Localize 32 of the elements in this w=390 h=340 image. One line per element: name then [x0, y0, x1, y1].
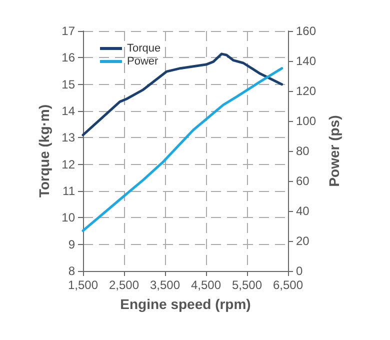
y-tick-label: 9	[68, 237, 76, 252]
y-tick-label: 12	[62, 157, 76, 172]
y2-tick-label: 120	[296, 84, 316, 98]
y-tick-label: 17	[62, 24, 76, 38]
y2-tick-label: 140	[296, 54, 316, 68]
y2-tick-label: 60	[296, 174, 310, 188]
y-tick-label: 16	[62, 50, 76, 65]
x-tick-label: 6,500	[272, 278, 304, 292]
x-tick-label: 4,500	[190, 278, 222, 292]
y2-tick-label: 160	[296, 24, 316, 38]
y-tick-label: 14	[62, 104, 76, 118]
x-tick-label: 3,500	[150, 278, 180, 292]
line-series	[82, 67, 284, 232]
legend-label: Torque	[127, 42, 161, 54]
y-tick-label: 11	[62, 184, 76, 198]
y2-tick-label: 80	[296, 144, 310, 158]
x-tick-label: 5,500	[232, 278, 262, 292]
y2-axis-title: Power (ps)	[326, 115, 342, 187]
x-tick-label: 1,500	[68, 278, 98, 292]
y-tick-label: 10	[62, 210, 76, 225]
y-axis-title: Torque (kg·m)	[36, 104, 52, 198]
y2-tick-label: 100	[296, 114, 316, 128]
y-tick-label: 15	[62, 77, 76, 92]
x-axis-title: Engine speed (rpm)	[120, 296, 251, 312]
x-tick-label: 2,500	[108, 278, 140, 292]
y-tick-label: 8	[68, 264, 76, 278]
legend-label: Power	[127, 56, 159, 68]
y-tick-label: 13	[62, 130, 76, 145]
y2-tick-label: 0	[296, 264, 303, 278]
line-series	[82, 52, 284, 136]
y2-tick-label: 20	[296, 234, 310, 248]
y2-tick-label: 40	[296, 204, 310, 218]
